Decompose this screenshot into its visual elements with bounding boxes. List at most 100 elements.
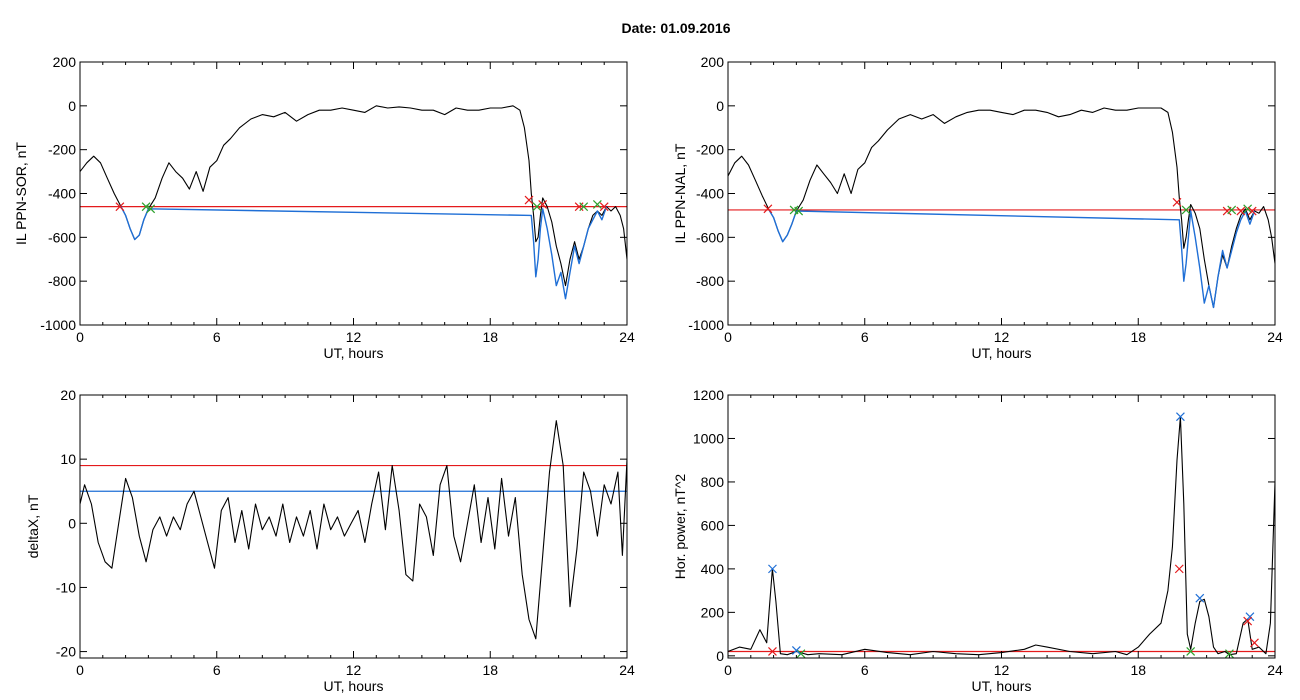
hor-power-ytick-label: 200 [701,604,725,620]
deltax-xlabel: UT, hours [324,678,384,694]
ppn-nal-xlabel: UT, hours [972,345,1032,361]
ppn-nal-marker [1172,197,1182,207]
ppn-sor-xtick-label: 12 [346,329,362,345]
ppn-nal-ytick-label: 0 [716,98,724,114]
ppn-nal-series-blue [768,209,1256,309]
deltax-ytick-label: 0 [68,515,76,531]
hor-power-marker [796,649,806,658]
ppn-nal-axes-frame [727,61,1276,326]
ppn-sor-marker [538,200,548,209]
ppn-sor-marker [532,202,542,212]
hor-power-plot-area [728,412,1275,658]
ppn-sor-axes-frame [79,61,628,326]
hor-power-xlabel: UT, hours [972,678,1032,694]
deltax-xtick-label: 6 [213,662,221,678]
ppn-sor-series-black [80,105,627,287]
hor-power-ytick-label: 600 [701,517,725,533]
hor-power-ytick-label: 1200 [693,387,724,403]
ppn-nal-marker [1227,205,1237,215]
panel-hor-power: 0 6 12 18 24 0 200 400 600 800 1000 1200 UT, hours Ho… [672,387,1283,694]
ppn-sor-ytick-label: -200 [48,142,76,158]
ppn-nal-series-black [728,107,1275,309]
hor-power-marker [768,564,777,574]
deltax-ytick-label: 10 [60,451,76,467]
deltax-series-black [80,420,627,640]
ppn-nal-ytick-label: -600 [696,229,724,245]
ppn-nal-ytick-label: -1000 [688,317,724,333]
ppn-nal-xtick-label: 6 [861,329,869,345]
hor-power-series-black [728,416,1275,656]
ppn-nal-ytick-label: 200 [701,54,725,70]
ppn-sor-marker [141,202,151,212]
deltax-ylabel: deltaX, nT [25,494,41,558]
panel-ppn-nal: 0 6 12 18 24 -1000 -800 -600 -400 -200 0 200 UT, hou… [672,54,1283,361]
deltax-xtick-label: 0 [76,662,84,678]
ppn-nal-xtick-label: 18 [1130,329,1146,345]
ppn-nal-marker [1236,206,1246,216]
ppn-sor-plot-area [80,105,627,300]
ppn-sor-marker [146,204,156,214]
deltax-xtick-label: 12 [346,662,362,678]
deltax-plot-area [80,420,627,640]
hor-power-axes-frame [727,394,1276,659]
deltax-xtick-label: 18 [482,662,498,678]
ppn-sor-ytick-label: 200 [53,54,77,70]
hor-power-marker [1174,564,1184,574]
deltax-ytick-label: -10 [56,579,76,595]
hor-power-marker [1243,616,1253,626]
hor-power-ylabel: Hor. power, nT^2 [672,474,688,580]
hor-power-ytick-label: 400 [701,561,725,577]
ppn-sor-marker [115,202,125,212]
ppn-sor-xtick-label: 18 [482,329,498,345]
deltax-xtick-label: 24 [619,662,635,678]
hor-power-marker [791,645,801,655]
ppn-sor-ytick-label: -800 [48,273,76,289]
hor-power-ytick-label: 0 [716,648,724,664]
deltax-ytick-label: -20 [56,644,76,660]
deltax-ytick-label: 20 [60,387,76,403]
ppn-sor-series-blue [120,206,608,300]
ppn-sor-ytick-label: -600 [48,229,76,245]
hor-power-marker [1175,412,1185,422]
hor-power-marker [1250,638,1259,648]
ppn-sor-ylabel: IL PPN-SOR, nT [13,142,29,245]
ppn-sor-marker [524,195,534,205]
ppn-nal-marker [794,206,804,216]
ppn-nal-marker [1243,204,1253,214]
hor-power-xtick-label: 0 [724,662,732,678]
hor-power-xtick-label: 12 [994,662,1010,678]
panel-ppn-sor: 0 6 12 18 24 -1000 -800 -600 -400 -200 0 200 UT, hou… [13,54,635,361]
ppn-sor-ytick-label: -400 [48,186,76,202]
ppn-nal-ytick-label: -800 [696,273,724,289]
hor-power-xtick-label: 18 [1130,662,1146,678]
hor-power-xtick-label: 24 [1267,662,1283,678]
hor-power-marker [1245,612,1255,622]
ppn-sor-ytick-label: -1000 [40,317,76,333]
ppn-nal-xtick-label: 12 [994,329,1010,345]
ppn-nal-xtick-label: 24 [1267,329,1283,345]
ppn-sor-xtick-label: 0 [76,329,84,345]
hor-power-marker [768,647,777,656]
ppn-nal-marker [1247,206,1257,216]
hor-power-ytick-label: 800 [701,474,725,490]
ppn-nal-ytick-label: -200 [696,142,724,158]
ppn-sor-marker [579,202,589,212]
ppn-nal-marker [763,204,773,214]
panel-deltax: 0 6 12 18 24 -20 -10 0 10 20 UT, hours deltaX, nT [25,387,635,694]
ppn-sor-ytick-label: 0 [68,98,76,114]
ppn-sor-xlabel: UT, hours [324,345,384,361]
hor-power-marker [1224,649,1234,658]
ppn-nal-xtick-label: 0 [724,329,732,345]
ppn-sor-xtick-label: 6 [213,329,221,345]
ppn-sor-xtick-label: 24 [619,329,635,345]
figure-title: Date: 01.09.2016 [622,20,731,36]
ppn-nal-ytick-label: -400 [696,186,724,202]
hor-power-marker [1195,593,1205,603]
ppn-sor-marker [599,202,609,212]
ppn-nal-ylabel: IL PPN-NAL, nT [672,143,688,243]
ppn-nal-plot-area [728,107,1275,309]
ppn-nal-marker [1181,205,1191,215]
ppn-sor-marker [592,200,602,209]
hor-power-xtick-label: 6 [861,662,869,678]
